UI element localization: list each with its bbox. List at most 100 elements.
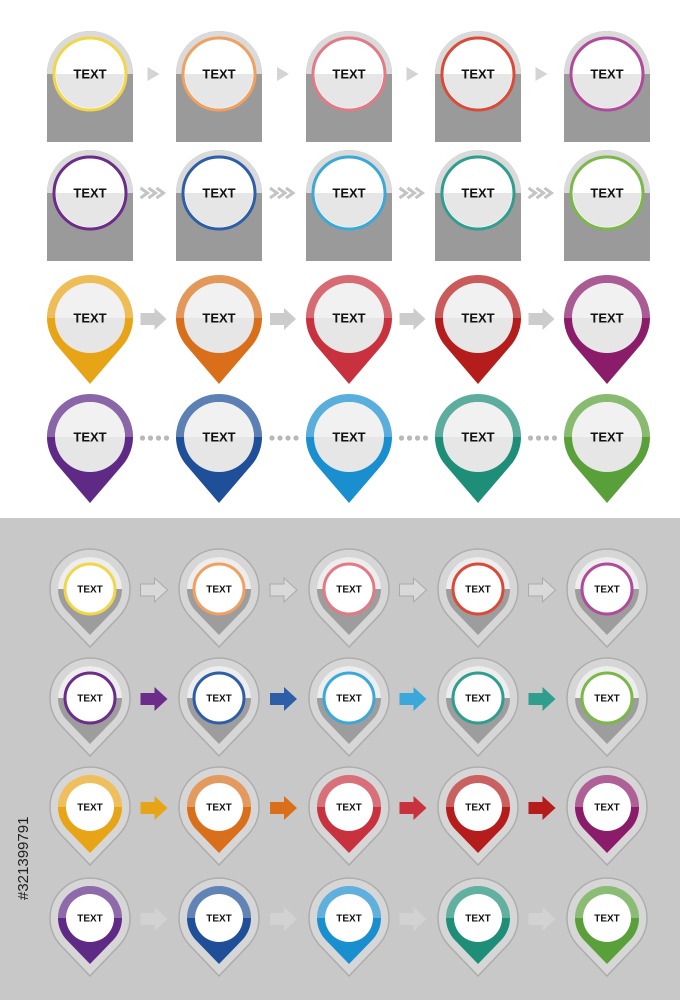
pin-ring xyxy=(192,562,246,616)
connector xyxy=(528,576,557,604)
pin-text-label: TEXT xyxy=(202,311,235,326)
pin-text-label: TEXT xyxy=(206,694,232,705)
pin-text-label: TEXT xyxy=(336,585,362,596)
pin-ring xyxy=(63,671,117,725)
map-pin: TEXT xyxy=(564,393,650,503)
arrow-icon xyxy=(528,796,556,820)
pin-text-label: TEXT xyxy=(465,585,491,596)
glass-map-pin: TEXT xyxy=(49,548,131,649)
chevron-icon xyxy=(414,186,426,200)
pin-text-label: TEXT xyxy=(336,914,362,925)
chevron-icon xyxy=(269,186,280,200)
pin-disc-upper xyxy=(443,402,513,437)
map-pin: TEXT xyxy=(175,149,262,261)
pin-disc xyxy=(325,783,373,831)
dot-icon xyxy=(293,435,299,441)
dot-icon xyxy=(543,435,550,441)
dot-icon xyxy=(163,435,170,441)
glass-map-pin: TEXT xyxy=(178,766,260,867)
glass-map-pin: TEXT xyxy=(178,548,260,649)
pin-text-label: TEXT xyxy=(465,803,491,814)
connector xyxy=(140,796,168,820)
connector xyxy=(528,907,556,931)
pin-text-label: TEXT xyxy=(332,186,365,201)
glass-map-pin: TEXT xyxy=(49,766,131,867)
pin-text-label: TEXT xyxy=(590,67,623,82)
dot-icon xyxy=(406,435,413,441)
arrow-icon xyxy=(399,308,426,330)
arrow-icon xyxy=(399,576,428,604)
glass-map-pin: TEXT xyxy=(566,877,648,978)
arrow-icon xyxy=(140,576,169,604)
map-pin: TEXT xyxy=(306,393,393,503)
map-pin: TEXT xyxy=(176,30,262,142)
pin-disc-lower xyxy=(56,193,124,227)
connector xyxy=(140,687,168,711)
pin-ring xyxy=(451,671,505,725)
dot-icon xyxy=(285,435,291,441)
map-pin: TEXT xyxy=(435,393,521,503)
chevron-icon xyxy=(155,186,167,200)
pin-text-label: TEXT xyxy=(590,311,623,326)
map-pin: TEXT xyxy=(435,30,521,142)
arrow-icon xyxy=(147,67,160,81)
pin-text-label: TEXT xyxy=(73,67,106,82)
connector xyxy=(398,435,429,441)
dot-icon xyxy=(535,435,542,441)
pin-disc-upper xyxy=(314,283,384,318)
pin-disc-lower xyxy=(573,74,641,108)
glass-map-pin: TEXT xyxy=(566,657,648,758)
pin-text-label: TEXT xyxy=(594,914,620,925)
glass-map-pin: TEXT xyxy=(49,657,131,758)
arrow-icon xyxy=(270,687,297,711)
chevron-icon xyxy=(543,186,555,200)
glass-map-pin: TEXT xyxy=(308,548,390,649)
pin-ring xyxy=(580,671,634,725)
dot-icon xyxy=(551,435,558,441)
pin-text-label: TEXT xyxy=(77,694,103,705)
connector xyxy=(139,435,170,441)
connector xyxy=(139,186,167,200)
glass-map-pin: TEXT xyxy=(308,766,390,867)
glass-map-pin: TEXT xyxy=(308,877,390,978)
glass-map-pin: TEXT xyxy=(49,877,131,978)
dot-icon xyxy=(422,435,429,441)
connector xyxy=(527,186,555,200)
arrow-icon xyxy=(535,67,548,81)
chevron-icon xyxy=(285,186,296,200)
map-pin: TEXT xyxy=(47,274,133,384)
map-pin: TEXT xyxy=(47,30,133,142)
pin-disc-lower xyxy=(315,74,383,108)
arrow-icon xyxy=(528,687,556,711)
pin-disc-lower xyxy=(444,193,512,227)
pin-disc xyxy=(454,894,502,942)
connector xyxy=(406,67,419,81)
arrow-icon xyxy=(270,796,297,820)
pin-text-label: TEXT xyxy=(206,803,232,814)
pin-disc xyxy=(583,894,631,942)
connector xyxy=(277,67,289,81)
pin-text-label: TEXT xyxy=(461,67,494,82)
pin-ring xyxy=(192,671,246,725)
pin-disc xyxy=(66,783,114,831)
map-pin: TEXT xyxy=(564,30,650,142)
pin-text-label: TEXT xyxy=(594,585,620,596)
pin-disc-upper xyxy=(572,283,642,318)
glass-map-pin: TEXT xyxy=(566,548,648,649)
map-pin: TEXT xyxy=(175,274,262,384)
pin-text-label: TEXT xyxy=(202,430,235,445)
dot-icon xyxy=(147,435,154,441)
pin-text-label: TEXT xyxy=(77,914,103,925)
connector xyxy=(270,796,297,820)
glass-map-pin: TEXT xyxy=(178,877,260,978)
chevron-icon xyxy=(147,186,159,200)
glass-map-pin: TEXT xyxy=(308,657,390,758)
chevron-icon xyxy=(398,186,410,200)
arrow-icon xyxy=(140,308,167,330)
connector xyxy=(269,186,296,200)
connector xyxy=(270,687,297,711)
chevron-icon xyxy=(535,186,547,200)
dot-icon xyxy=(277,435,283,441)
pin-text-label: TEXT xyxy=(594,694,620,705)
